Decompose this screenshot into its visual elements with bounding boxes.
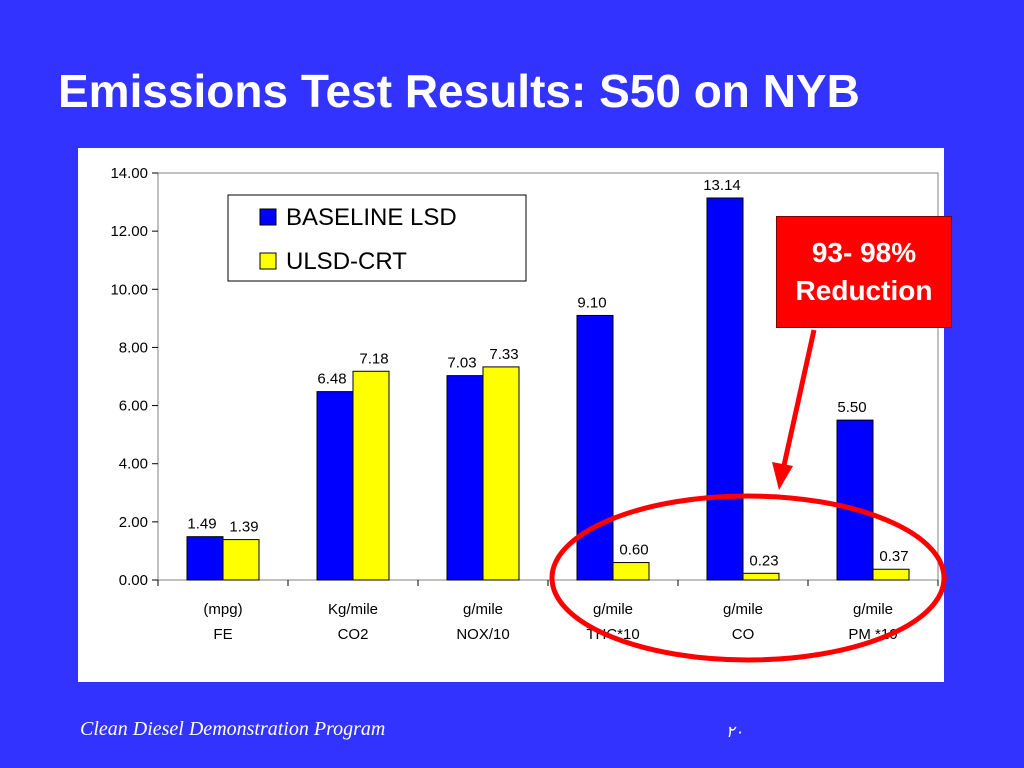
bar-ulsd-crt — [482, 366, 520, 581]
y-tick-label: 0.00 — [119, 572, 148, 589]
data-label: 7.33 — [489, 346, 518, 363]
x-category-label: g/mile — [463, 601, 503, 618]
x-category-label: g/mile — [853, 601, 893, 618]
data-label: 0.23 — [749, 552, 778, 569]
x-category-label: (mpg) — [203, 601, 242, 618]
bar-ulsd-crt — [742, 572, 780, 581]
footer-text: Clean Diesel Demonstration Program — [80, 718, 386, 740]
x-category-label: g/mile — [593, 601, 633, 618]
x-category-label: g/mile — [723, 601, 763, 618]
data-label: 1.49 — [187, 516, 216, 533]
legend-swatch — [259, 208, 277, 226]
y-tick-label: 10.00 — [110, 281, 148, 298]
x-category-label: CO2 — [338, 626, 369, 643]
y-tick-label: 8.00 — [119, 339, 148, 356]
legend-swatch — [259, 252, 277, 270]
bar-baseline-lsd — [316, 391, 354, 581]
bar-ulsd-crt — [352, 370, 390, 581]
reduction-callout: 93- 98% Reduction — [776, 216, 952, 328]
y-tick-label: 12.00 — [110, 223, 148, 240]
data-label: 0.60 — [619, 542, 648, 559]
bar-ulsd-crt — [872, 568, 910, 581]
y-tick-label: 4.00 — [119, 456, 148, 473]
x-category-label: CO — [732, 626, 755, 643]
data-label: 13.14 — [703, 177, 741, 194]
bar-ulsd-crt — [222, 539, 260, 581]
data-label: 5.50 — [837, 399, 866, 416]
x-category-label: FE — [213, 626, 232, 643]
y-tick-label: 14.00 — [110, 165, 148, 182]
data-label: 1.39 — [229, 519, 258, 536]
data-label: 6.48 — [317, 371, 346, 388]
bar-baseline-lsd — [836, 419, 874, 581]
x-category-label: Kg/mile — [328, 601, 378, 618]
legend-label: ULSD-CRT — [286, 248, 407, 275]
slide-title: Emissions Test Results: S50 on NYB — [58, 65, 860, 117]
x-category-label: PM *10 — [848, 626, 897, 643]
y-tick-label: 6.00 — [119, 398, 148, 415]
bar-chart: 0.00 2.00 4.00 6.00 8.00 10.00 12.00 14.00 1.49 1… — [110, 165, 939, 643]
bar-baseline-lsd — [186, 536, 224, 581]
bar-baseline-lsd — [576, 314, 614, 581]
bar-ulsd-crt — [612, 562, 650, 581]
callout-percent: 93- 98% — [811, 237, 917, 268]
legend-box — [227, 194, 527, 282]
bar-baseline-lsd — [706, 197, 744, 581]
legend-label: BASELINE LSD — [286, 204, 457, 231]
x-category-label: NOX/10 — [456, 626, 509, 643]
data-label: 7.03 — [447, 355, 476, 372]
bar-baseline-lsd — [446, 375, 484, 581]
page-number: ٢٠ — [726, 724, 744, 741]
data-label: 0.37 — [879, 548, 908, 565]
x-category-label: THC*10 — [586, 626, 639, 643]
y-tick-label: 2.00 — [119, 514, 148, 531]
data-label: 7.18 — [359, 350, 388, 367]
data-label: 9.10 — [577, 294, 606, 311]
callout-label: Reduction — [795, 275, 933, 306]
